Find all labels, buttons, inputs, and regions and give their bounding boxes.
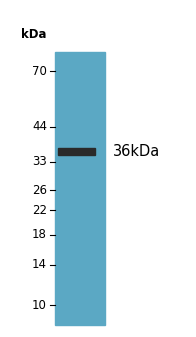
Text: 26: 26	[32, 184, 47, 197]
Text: 14: 14	[32, 258, 47, 271]
Bar	[58, 148, 95, 155]
Text: 70: 70	[32, 65, 47, 78]
Text: 33: 33	[32, 155, 47, 168]
Text: 44: 44	[32, 121, 47, 133]
Bar	[55, 52, 105, 325]
Text: 10: 10	[32, 299, 47, 312]
Text: 22: 22	[32, 204, 47, 217]
Text: 18: 18	[32, 228, 47, 241]
Text: 36kDa: 36kDa	[113, 144, 160, 159]
Text: kDa: kDa	[22, 28, 47, 40]
